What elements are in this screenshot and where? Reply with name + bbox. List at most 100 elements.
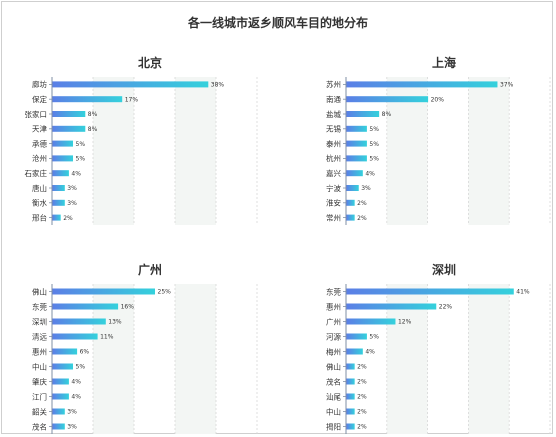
bar	[346, 318, 396, 325]
panel-title: 深圳	[432, 262, 456, 277]
bar	[52, 393, 69, 400]
category-label: 苏州	[326, 79, 341, 89]
bar	[52, 288, 155, 295]
bar	[346, 96, 429, 103]
category-label: 中山	[326, 406, 341, 416]
category-label: 天津	[32, 125, 47, 134]
category-label: 南通	[326, 94, 341, 104]
bar	[346, 393, 355, 400]
bar	[346, 348, 363, 355]
data-label: 3%	[67, 185, 77, 192]
category-label: 汕尾	[326, 391, 341, 401]
data-label: 37%	[500, 82, 514, 89]
category-label: 河源	[326, 332, 341, 341]
category-label: 佛山	[326, 361, 341, 371]
category-label: 广州	[326, 316, 341, 326]
bar	[346, 408, 355, 415]
data-label: 3%	[361, 185, 371, 192]
bar	[52, 214, 61, 221]
bar	[52, 333, 98, 340]
data-label: 11%	[100, 334, 114, 341]
data-label: 22%	[439, 304, 453, 311]
data-label: 20%	[431, 96, 445, 103]
category-label: 惠州	[32, 346, 47, 356]
data-label: 2%	[357, 364, 367, 371]
bar	[346, 423, 355, 430]
category-label: 肇庆	[32, 376, 47, 386]
chart-main-title: 各一线城市返乡顺风车目的地分布	[187, 16, 368, 30]
bar	[346, 303, 437, 310]
bar	[52, 408, 65, 415]
data-label: 4%	[365, 170, 375, 177]
data-label: 3%	[67, 409, 77, 416]
category-label: 衡水	[32, 198, 47, 208]
bar	[346, 199, 355, 206]
bar	[346, 333, 367, 340]
data-label: 38%	[211, 82, 225, 89]
grid-stripe	[468, 77, 510, 225]
category-label: 宁波	[326, 183, 341, 193]
category-label: 石家庄	[25, 168, 48, 178]
category-label: 韶关	[32, 406, 47, 416]
data-label: 2%	[63, 215, 73, 222]
category-label: 东莞	[326, 286, 341, 296]
data-label: 5%	[369, 126, 379, 133]
data-label: 5%	[369, 334, 379, 341]
data-label: 41%	[516, 289, 530, 296]
category-label: 深圳	[32, 316, 47, 326]
bar	[52, 81, 209, 88]
data-label: 8%	[382, 111, 392, 118]
category-label: 承德	[32, 138, 47, 148]
category-label: 邢台	[32, 212, 47, 222]
data-label: 5%	[369, 156, 379, 163]
data-label: 5%	[76, 156, 86, 163]
data-label: 8%	[88, 111, 98, 118]
category-label: 茂名	[32, 421, 47, 431]
category-label: 保定	[32, 94, 47, 104]
data-label: 12%	[398, 319, 412, 326]
bar	[346, 378, 355, 385]
bar	[346, 155, 367, 162]
data-label: 13%	[108, 319, 122, 326]
data-label: 25%	[158, 289, 172, 296]
grid-stripe	[175, 77, 216, 225]
data-label: 3%	[67, 424, 77, 431]
data-label: 4%	[365, 349, 375, 356]
bar	[52, 96, 123, 103]
bar	[346, 185, 359, 191]
bar	[52, 125, 86, 132]
data-label: 17%	[125, 96, 139, 103]
bar	[52, 423, 65, 430]
bar	[346, 81, 498, 88]
bar	[52, 170, 69, 177]
bar	[346, 140, 367, 147]
category-label: 沧州	[32, 153, 47, 163]
data-label: 2%	[357, 379, 367, 386]
category-label: 东莞	[32, 301, 47, 311]
data-label: 2%	[357, 394, 367, 401]
category-label: 唐山	[32, 183, 47, 193]
category-label: 嘉兴	[326, 168, 341, 178]
bar	[346, 288, 514, 295]
category-label: 泰州	[326, 138, 341, 148]
data-label: 5%	[369, 141, 379, 148]
panel-title: 北京	[138, 55, 162, 70]
category-label: 江门	[32, 392, 47, 401]
grid-stripe	[468, 284, 510, 434]
bar	[52, 111, 86, 117]
panel-title: 上海	[432, 55, 456, 70]
category-label: 中山	[32, 361, 47, 371]
bar	[52, 318, 106, 325]
data-label: 2%	[357, 409, 367, 416]
grid-stripe	[175, 284, 216, 434]
bar	[52, 348, 78, 355]
category-label: 梅州	[326, 346, 341, 356]
category-label: 茂名	[326, 376, 341, 386]
category-label: 揭阳	[326, 421, 341, 431]
bar	[346, 111, 380, 117]
bar	[346, 214, 355, 221]
category-label: 清远	[32, 331, 47, 341]
